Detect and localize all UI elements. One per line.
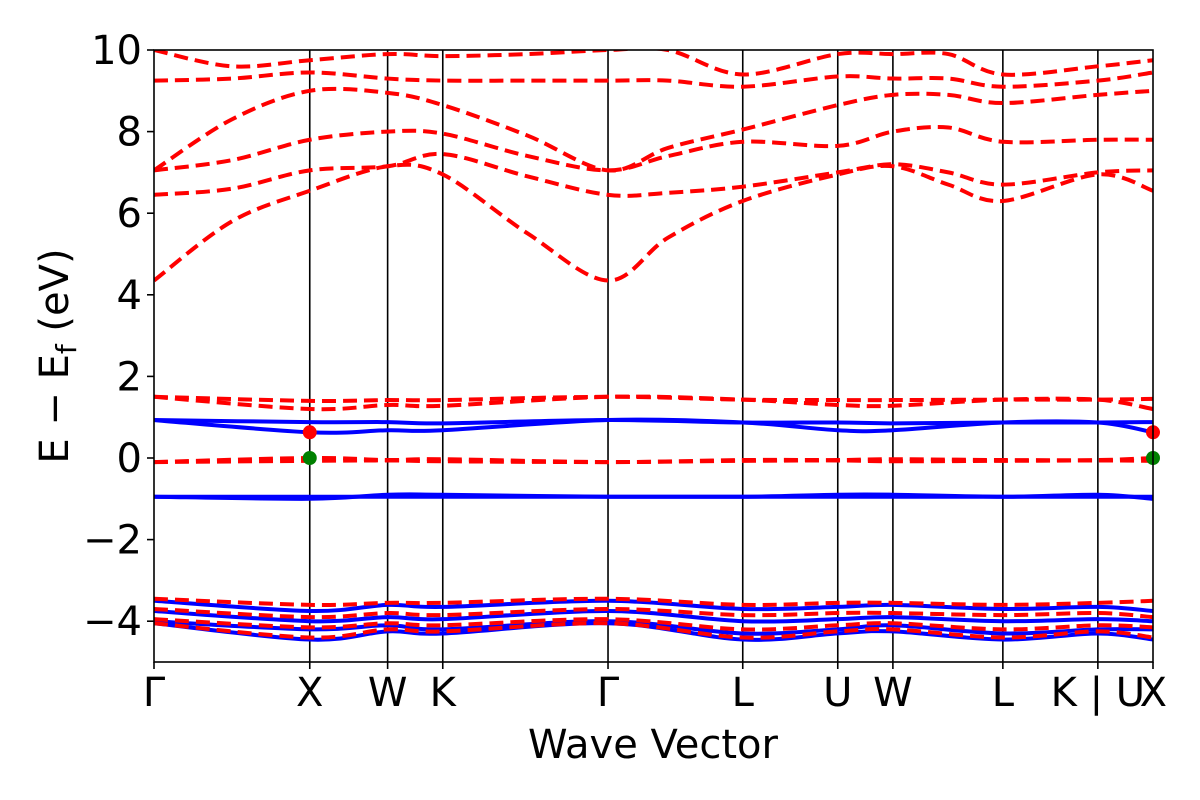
kpath-divider-lines: [308, 50, 1099, 662]
band-line-s1-b1: [154, 458, 1153, 465]
x-tick-label-7: W: [873, 670, 913, 716]
y-axis-ticks: −4 −2 0 2 4 6 8 10: [83, 28, 154, 645]
band-line-s1-b7: [154, 596, 1153, 608]
y-axis-title-sub: f: [50, 343, 83, 354]
x-tick-label-0: Γ: [143, 670, 166, 716]
x-axis-title: Wave Vector: [528, 722, 779, 768]
x-tick-label-8: L: [992, 670, 1015, 716]
band-line-s0-b7: [154, 418, 1153, 426]
y-tick-label-5: 6: [117, 191, 142, 237]
band-line-s1-b5: [154, 617, 1153, 632]
band-markers: [302, 425, 1160, 465]
band-line-s1-b10: [154, 125, 1153, 173]
y-axis-title-main: E − E: [32, 354, 78, 464]
band-line-s1-b8: [154, 162, 1153, 283]
x-tick-label-5: L: [732, 670, 755, 716]
x-tick-label-10: X: [1140, 670, 1167, 716]
x-tick-label-9: K | U: [1051, 670, 1145, 716]
band-marker-1: [302, 451, 317, 465]
band-line-s1-b9: [154, 151, 1153, 198]
y-tick-label-7: 10: [91, 28, 142, 74]
y-tick-label-2: 0: [117, 436, 142, 482]
y-axis-title-unit: (eV): [32, 248, 78, 344]
y-tick-label-0: −4: [83, 599, 142, 645]
band-lines: [154, 50, 1153, 642]
x-tick-label-2: W: [368, 670, 408, 716]
y-tick-label-1: −2: [83, 518, 142, 564]
band-line-s1-b4: [154, 621, 1153, 640]
y-tick-label-6: 8: [117, 110, 142, 156]
y-axis-title: E − Ef (eV): [32, 248, 83, 463]
y-tick-label-3: 2: [117, 354, 142, 400]
band-marker-0: [302, 425, 317, 440]
x-tick-label-1: X: [296, 670, 323, 716]
band-line-s1-b13: [154, 50, 1153, 77]
band-line-s1-b11: [154, 86, 1153, 173]
band-line-s1-b12: [154, 70, 1153, 89]
x-tick-label-6: U: [823, 670, 852, 716]
band-line-s0-b3: [154, 598, 1153, 614]
band-line-s1-b3: [154, 394, 1153, 404]
band-line-s0-b2: [154, 608, 1153, 624]
plot-frame: [153, 49, 1154, 663]
band-line-s1-b6: [154, 606, 1153, 620]
x-tick-label-4: Γ: [597, 670, 620, 716]
y-tick-label-4: 4: [117, 273, 142, 319]
x-tick-label-3: K: [430, 670, 458, 716]
